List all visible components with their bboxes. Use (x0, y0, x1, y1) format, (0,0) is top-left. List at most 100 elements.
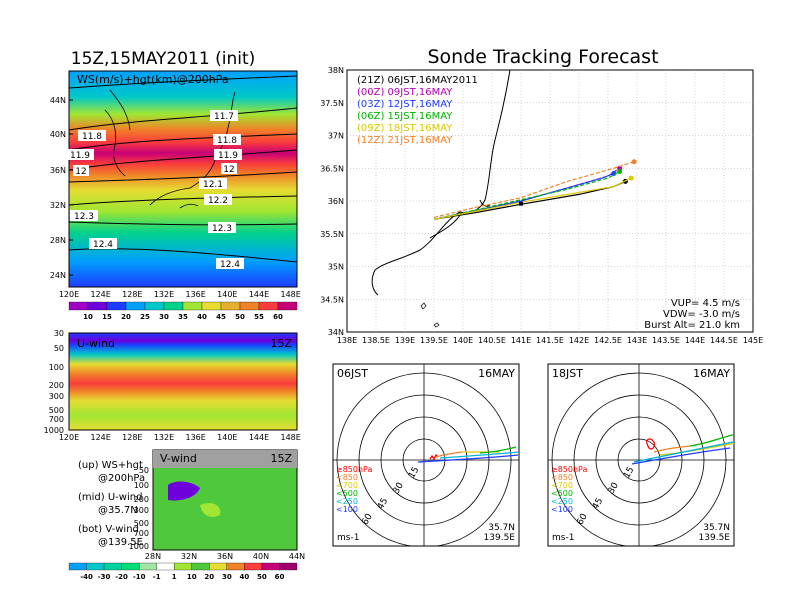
ws-colorbar-swatch (106, 301, 127, 311)
u-lon-tick: 128E (122, 433, 142, 442)
polar-trace (631, 447, 731, 465)
u-pressure-tick: 100 (49, 363, 64, 372)
v-colorbar-swatch (191, 562, 210, 571)
v-colorbar-swatch (226, 562, 245, 571)
track-line (433, 177, 632, 220)
v-wind-time: 15Z (270, 452, 292, 465)
ws-colorbar-label: 30 (159, 313, 169, 321)
contour-label-bg (70, 210, 98, 221)
u-pressure-tick: 200 (49, 381, 64, 390)
ws-lat-tick: 28N (50, 236, 66, 245)
contour-label-bg (78, 130, 106, 141)
track-lon-tick: 144.5E (710, 336, 738, 345)
track-lon-tick: 139E (395, 336, 415, 345)
legend-bot: (bot) V-wind (78, 524, 139, 535)
v-colorbar-label: 10 (187, 573, 197, 581)
polar-trace (659, 442, 734, 456)
polar-level-label: <250 (551, 497, 573, 506)
u-lon-ticks: 120E 124E 128E 132E 136E 140E 144E 148E (59, 433, 301, 442)
ws-map-label: WS(m/s)+hgt(km)@200hPa (77, 73, 229, 86)
track-lat-tick: 37N (328, 132, 344, 141)
contour-label: 12.3 (74, 212, 94, 222)
ws-lon-tick: 136E (186, 290, 206, 299)
v-lat-ticks: 28N 32N 36N 40N 44N (145, 552, 305, 561)
track-lon-tick: 145E (743, 336, 763, 345)
ws-lon-tick: 148E (281, 290, 301, 299)
track-lon-tick: 139.5E (420, 336, 448, 345)
vup-text: VUP= 4.5 m/s (671, 298, 740, 309)
polar-trace (646, 438, 656, 450)
track-lon-tick: 141E (511, 336, 531, 345)
contour-label: 11.8 (82, 132, 102, 142)
track-lon-tick: 138.5E (362, 336, 390, 345)
ws-colorbar-swatch (125, 301, 146, 311)
track-lon-tick: 140.5E (478, 336, 506, 345)
track-lon-tick: 141.5E (536, 336, 564, 345)
ws-colorbar-swatch (277, 301, 298, 311)
polar-level-label: <500 (336, 489, 358, 498)
v-colorbar-label: -1 (153, 573, 161, 581)
contour-label-bg (66, 149, 94, 160)
ws-colorbar-swatch (220, 301, 241, 311)
polar-level-label: <500 (551, 489, 573, 498)
legend-bot-level: @139.5E (98, 537, 143, 548)
v-colorbar-label: 20 (204, 573, 214, 581)
ws-lon-tick: 144E (249, 290, 269, 299)
ws-colorbar-label: 20 (121, 313, 131, 321)
v-pressure-tick: 100 (134, 481, 149, 490)
polar-level-label: <700 (551, 481, 573, 490)
polar-lat: 35.7N (703, 523, 730, 533)
u-wind-time: 15Z (270, 337, 292, 350)
v-colorbar-swatch (261, 562, 280, 571)
contour-label: 12 (75, 167, 86, 177)
ws-colorbar-label: 10 (83, 313, 93, 321)
polar-lon: 139.5E (699, 533, 731, 543)
polar-level-label: <100 (336, 505, 358, 514)
polar-trace (633, 441, 734, 463)
track-endpoint (628, 175, 634, 181)
track-lon-tick: 138E (337, 336, 357, 345)
track-lat-tick: 38N (328, 66, 344, 75)
track-lon-tick: 142.5E (594, 336, 622, 345)
track-lat-tick: 35.5N (320, 230, 344, 239)
contour-label-bg (221, 163, 237, 174)
polar-traces (417, 446, 519, 463)
track-lon-tick: 143E (627, 336, 647, 345)
contour-label: 12.4 (220, 260, 240, 270)
u-lon-tick: 144E (249, 433, 269, 442)
polar-trace (653, 445, 691, 453)
v-lat-tick: 32N (181, 552, 197, 561)
contour-label-bg (213, 134, 241, 145)
polar-time: 06JST (337, 367, 368, 380)
track-lat-tick: 36.5N (320, 164, 344, 173)
v-colorbar-swatch (103, 562, 122, 571)
track-map: (21Z) 06JST,16MAY2011(00Z) 09JST,16MAY(0… (320, 66, 763, 345)
ws-lon-tick: 132E (154, 290, 174, 299)
polar-trace (479, 446, 517, 454)
u-pressure-tick: 700 (49, 415, 64, 424)
u-lon-tick: 132E (154, 433, 174, 442)
ws-lat-tick: 24N (50, 271, 66, 280)
ws-colorbar-swatch (239, 301, 260, 311)
polar-frame (547, 363, 735, 547)
contour-label: 12.4 (93, 240, 113, 250)
v-colorbar-label: 50 (257, 573, 267, 581)
ws-colorbar-swatch (163, 301, 184, 311)
contour-label: 11.8 (217, 136, 237, 146)
polar-level-label: <850 (551, 473, 573, 482)
height-contours (68, 75, 298, 263)
polar-unit: ms-1 (552, 533, 574, 543)
ws-colorbar-label: 55 (254, 313, 264, 321)
u-lon-tick: 124E (91, 433, 111, 442)
polar-ring-label: 45 (376, 497, 390, 512)
ws-colorbar-label: 45 (216, 313, 226, 321)
ws-lat-ticks: 44N 40N 36N 32N 28N 24N (50, 96, 73, 280)
contour-label: 12 (223, 165, 234, 175)
track-lon-tick: 144E (685, 336, 705, 345)
contour-label-bg (204, 194, 232, 205)
v-colorbar-label: 30 (222, 573, 232, 581)
ws-lon-tick: 120E (59, 290, 79, 299)
v-colorbar-swatch (121, 562, 140, 571)
